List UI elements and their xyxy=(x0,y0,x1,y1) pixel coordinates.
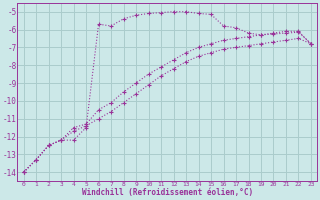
X-axis label: Windchill (Refroidissement éolien,°C): Windchill (Refroidissement éolien,°C) xyxy=(82,188,253,197)
